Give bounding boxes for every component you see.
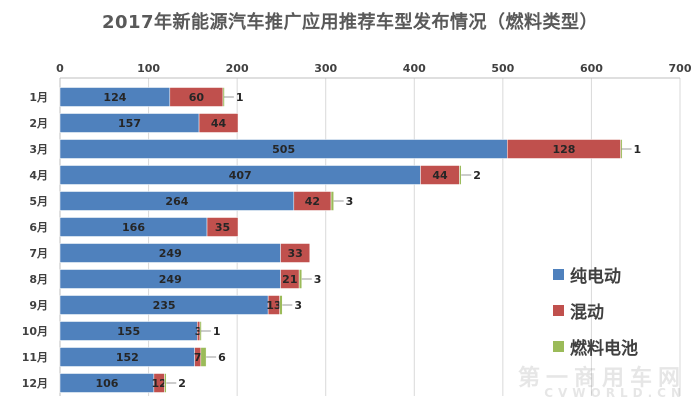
bar-segment — [200, 347, 207, 367]
y-tick-label: 11月 — [22, 351, 48, 364]
data-label: 44 — [211, 117, 227, 130]
x-tick-label: 300 — [314, 62, 337, 75]
data-label: 6 — [218, 351, 226, 364]
bar-segment — [459, 165, 462, 185]
data-label: 505 — [272, 143, 295, 156]
bar-segment — [330, 191, 334, 211]
data-label: 42 — [305, 195, 320, 208]
y-tick-label: 12月 — [22, 377, 48, 390]
y-tick-label: 2月 — [29, 117, 48, 130]
data-label: 1 — [634, 143, 642, 156]
watermark-logo: 第一商用车网 CVWORLD.CN — [484, 358, 694, 404]
x-tick-label: 500 — [491, 62, 514, 75]
bar-segment — [279, 295, 283, 315]
legend-item-fuel-cell: 燃料电池 — [553, 328, 638, 364]
watermark-text-cn: 第一商用车网 — [517, 366, 686, 391]
data-label: 152 — [116, 351, 139, 364]
y-tick-label: 4月 — [29, 169, 48, 182]
data-label: 157 — [118, 117, 141, 130]
legend-label-hybrid: 混动 — [570, 302, 604, 323]
data-label: 166 — [122, 221, 145, 234]
data-label: 3 — [314, 273, 322, 286]
bar-segment — [206, 217, 239, 237]
chart-title: 2017年新能源汽车推广应用推荐车型发布情况（燃料类型） — [101, 12, 599, 33]
y-tick-label: 6月 — [29, 221, 48, 234]
legend-label-ev: 纯电动 — [570, 266, 621, 287]
data-label: 12 — [152, 377, 167, 390]
x-tick-label: 400 — [403, 62, 426, 75]
data-label: 249 — [159, 247, 182, 260]
bar-segment — [298, 269, 303, 289]
data-label: 21 — [282, 273, 297, 286]
data-label: 3 — [346, 195, 354, 208]
x-tick-label: 600 — [580, 62, 603, 75]
legend-label-fuel-cell: 燃料电池 — [570, 338, 638, 359]
bar-segment — [198, 113, 239, 133]
y-tick-label: 1月 — [29, 91, 48, 104]
legend-item-ev: 纯电动 — [553, 256, 638, 292]
bar-segment — [164, 373, 167, 393]
data-label: 155 — [117, 325, 140, 338]
data-label: 2 — [178, 377, 186, 390]
data-label: 124 — [103, 91, 126, 104]
data-label: 35 — [215, 221, 230, 234]
x-tick-label: 200 — [226, 62, 249, 75]
data-label: 264 — [165, 195, 188, 208]
x-tick-label: 100 — [137, 62, 160, 75]
data-label: 44 — [432, 169, 448, 182]
data-label: 1 — [236, 91, 244, 104]
data-label: 33 — [288, 247, 303, 260]
legend-swatch-ev — [553, 268, 564, 280]
watermark-text-en: CVWORLD.CN — [544, 386, 686, 400]
data-label: 1 — [213, 325, 221, 338]
legend: 纯电动 混动 燃料电池 — [553, 256, 638, 364]
data-label: 13 — [266, 299, 281, 312]
x-tick-label: 700 — [669, 62, 692, 75]
data-label: 235 — [153, 299, 176, 312]
y-tick-label: 3月 — [29, 143, 48, 156]
bar-segment — [280, 243, 311, 263]
legend-swatch-hybrid — [553, 304, 564, 316]
data-label: 3 — [195, 325, 203, 338]
y-tick-label: 5月 — [29, 195, 48, 208]
data-label: 2 — [473, 169, 481, 182]
data-label: 128 — [552, 143, 575, 156]
x-tick-label: 0 — [56, 62, 64, 75]
data-label: 3 — [294, 299, 302, 312]
y-tick-label: 9月 — [29, 299, 48, 312]
data-label: 407 — [229, 169, 252, 182]
legend-swatch-fuel-cell — [553, 340, 564, 352]
data-label: 60 — [189, 91, 205, 104]
y-tick-label: 7月 — [29, 247, 48, 260]
y-tick-label: 8月 — [29, 273, 48, 286]
data-label: 249 — [159, 273, 182, 286]
y-tick-label: 10月 — [22, 325, 48, 338]
data-label: 7 — [194, 351, 202, 364]
data-label: 106 — [95, 377, 118, 390]
legend-item-hybrid: 混动 — [553, 292, 638, 328]
